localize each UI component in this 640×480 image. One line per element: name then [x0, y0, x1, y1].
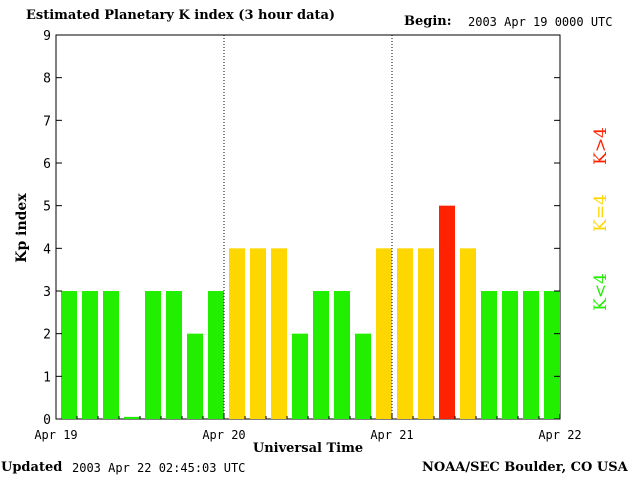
updated-label: Updated: [1, 460, 63, 475]
credit-text: NOAA/SEC Boulder, CO USA: [422, 460, 628, 475]
kp-bar: [166, 291, 182, 419]
kp-bar: [376, 248, 392, 419]
kp-bar: [82, 291, 98, 419]
x-tick-label: Apr 19: [34, 428, 77, 442]
x-tick-label: Apr 22: [538, 428, 581, 442]
x-tick-label: Apr 20: [202, 428, 245, 442]
kp-bar: [418, 248, 434, 419]
kp-bar: [334, 291, 350, 419]
y-tick-label: 3: [43, 285, 51, 300]
begin-value: 2003 Apr 19 0000 UTC: [468, 15, 613, 29]
kp-bar: [124, 416, 140, 419]
y-tick-label: 5: [43, 200, 51, 215]
y-tick-label: 9: [43, 29, 51, 44]
y-tick-label: 6: [43, 157, 51, 172]
kp-bar: [187, 333, 203, 419]
kp-bar: [61, 291, 77, 419]
chart-title: Estimated Planetary K index (3 hour data…: [26, 8, 336, 23]
y-tick-label: 4: [43, 242, 51, 257]
kp-bar: [271, 248, 287, 419]
x-tick-label: Apr 21: [370, 428, 413, 442]
kp-bar: [313, 291, 329, 419]
kp-bar: [439, 205, 455, 419]
y-tick-label: 7: [43, 114, 51, 129]
x-axis-label: Universal Time: [253, 441, 363, 456]
kp-bar: [292, 333, 308, 419]
kp-bar: [397, 248, 413, 419]
begin-label: Begin:: [404, 14, 452, 29]
y-tick-label: 2: [43, 328, 51, 343]
kp-bar: [460, 248, 476, 419]
kp-bar: [250, 248, 266, 419]
kp-bar: [502, 291, 518, 419]
kp-bar: [544, 291, 560, 419]
kp-bar: [229, 248, 245, 419]
kp-bar: [208, 291, 224, 419]
kp-bar: [103, 291, 119, 419]
kp-bar: [481, 291, 497, 419]
kp-bar: [523, 291, 539, 419]
kp-bar: [355, 333, 371, 419]
y-tick-label: 1: [43, 370, 51, 385]
updated-value: 2003 Apr 22 02:45:03 UTC: [72, 461, 246, 475]
kp-bar: [145, 291, 161, 419]
y-tick-label: 8: [43, 72, 51, 87]
y-tick-label: 0: [43, 413, 51, 428]
